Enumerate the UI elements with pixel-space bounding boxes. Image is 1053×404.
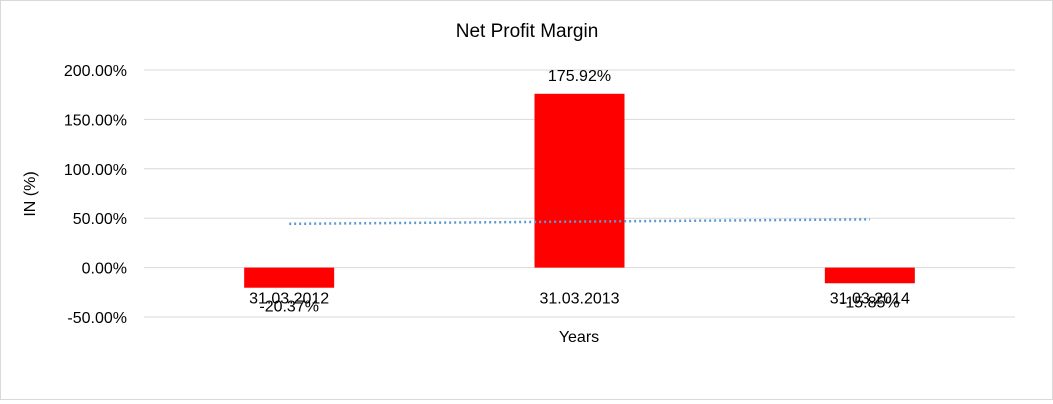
y-tick-label: -50.00% xyxy=(67,310,127,327)
y-axis-ticks: -50.00% 0.00% 50.00% 100.00% 150.00% 200.00% xyxy=(64,63,127,327)
data-label: -20.37% xyxy=(259,299,319,316)
data-labels: -20.37% 175.92% -15.85% xyxy=(259,68,899,316)
bar xyxy=(244,267,335,288)
bar-series xyxy=(244,93,915,288)
data-label: -15.85% xyxy=(840,294,900,311)
trendline xyxy=(289,218,870,226)
y-axis-title: IN (%) xyxy=(22,171,39,216)
y-tick-label: 0.00% xyxy=(82,261,127,278)
y-tick-label: 200.00% xyxy=(64,63,127,80)
trendline-group xyxy=(289,218,870,226)
y-tick-label: 150.00% xyxy=(64,112,127,129)
x-category-label: 31.03.2014 xyxy=(830,291,910,308)
y-tick-label: 100.00% xyxy=(64,162,127,179)
x-axis-categories: 31.03.2012 31.03.2013 31.03.2014 xyxy=(249,291,910,308)
x-category-label: 31.03.2012 xyxy=(249,291,329,308)
chart-title: Net Profit Margin xyxy=(456,21,599,42)
x-category-label: 31.03.2013 xyxy=(539,291,619,308)
data-label: 175.92% xyxy=(548,68,611,85)
bar xyxy=(534,93,625,268)
bar xyxy=(824,267,915,284)
x-axis-title: Years xyxy=(559,329,599,346)
y-tick-label: 50.00% xyxy=(73,211,127,228)
